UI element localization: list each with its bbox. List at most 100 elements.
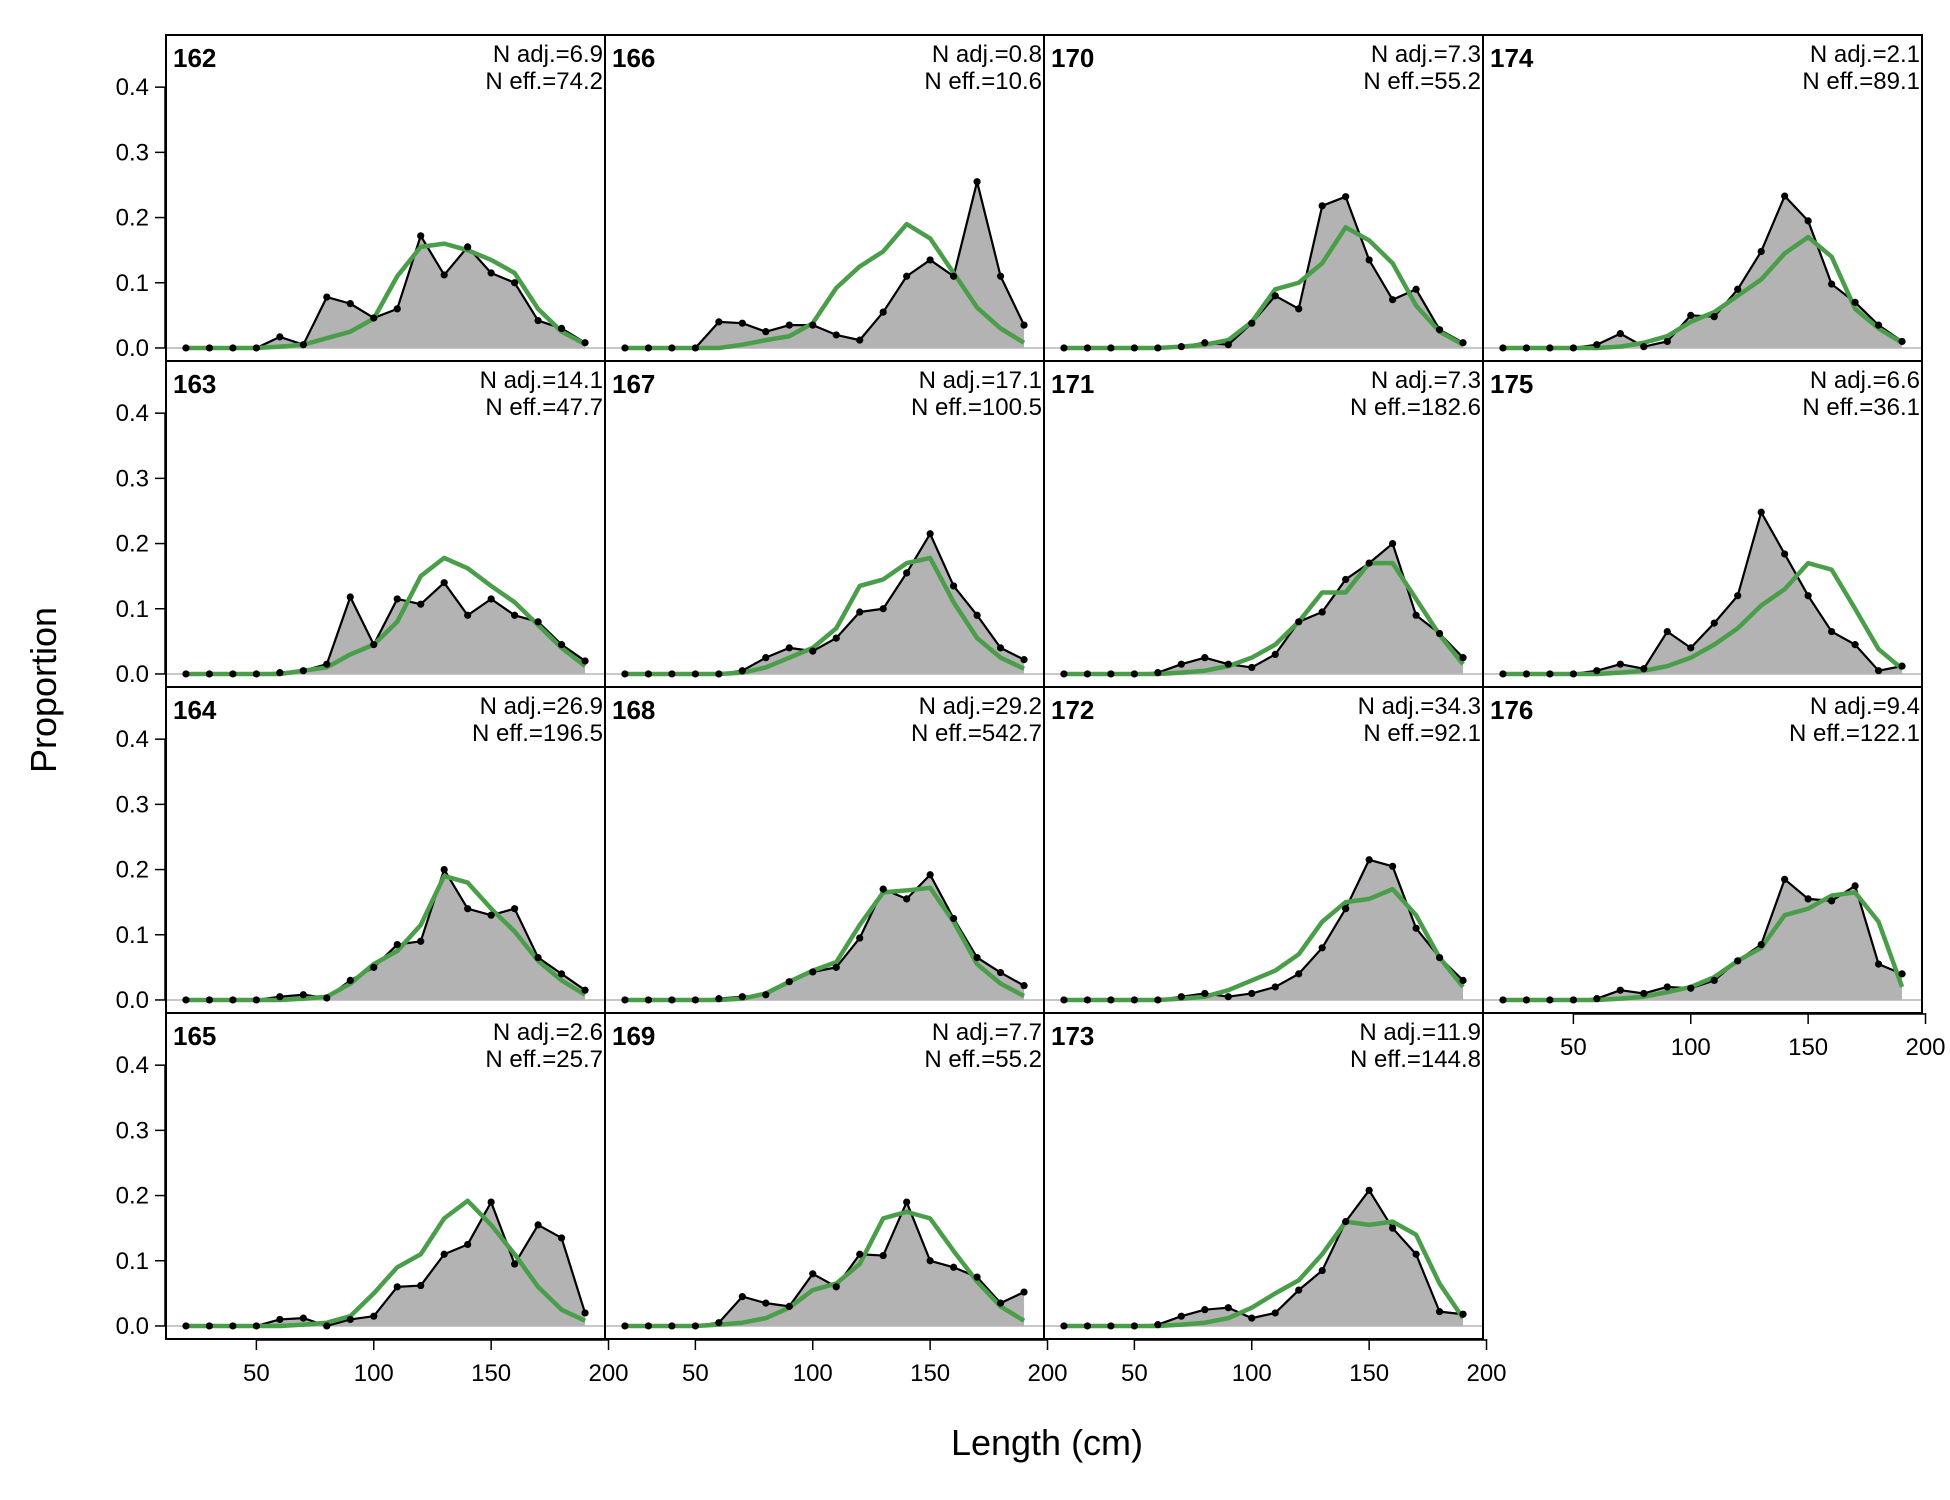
- observed-area: [624, 533, 1025, 674]
- observed-point: [1522, 670, 1531, 678]
- observed-point: [903, 272, 911, 280]
- observed-point: [1177, 660, 1185, 668]
- observed-point: [534, 953, 542, 962]
- observed-point: [832, 634, 840, 642]
- x-tick-label: 100: [354, 1360, 394, 1387]
- observed-point: [1295, 618, 1303, 626]
- observed-point: [1874, 667, 1883, 675]
- observed-point: [417, 937, 425, 945]
- x-tick-label: 200: [1466, 1360, 1506, 1387]
- observed-point: [1435, 629, 1444, 638]
- observed-point: [581, 657, 589, 665]
- observed-point: [1546, 996, 1554, 1004]
- observed-point: [182, 1322, 190, 1330]
- observed-point: [229, 996, 237, 1004]
- panel-175: 175 N adj.=6.6N eff.=36.1: [1482, 360, 1923, 688]
- observed-point: [1499, 344, 1507, 352]
- observed-point: [1342, 193, 1350, 201]
- observed-point: [809, 321, 817, 329]
- observed-point: [1248, 319, 1256, 327]
- observed-point: [1412, 924, 1420, 932]
- observed-point: [370, 1312, 378, 1320]
- observed-point: [644, 344, 653, 352]
- observed-point: [1177, 1312, 1185, 1320]
- observed-point: [1083, 996, 1092, 1004]
- observed-point: [1060, 670, 1068, 678]
- panel-167: 167 N adj.=17.1N eff.=100.5: [604, 360, 1045, 688]
- observed-point: [323, 293, 331, 301]
- expected-line: [624, 221, 1026, 351]
- observed-point: [1271, 292, 1279, 300]
- observed-point: [1710, 976, 1718, 985]
- expected-line: [1502, 234, 1904, 351]
- observed-point: [832, 331, 840, 339]
- observed-point: [926, 1257, 934, 1265]
- x-tick-label: 200: [1905, 1034, 1945, 1061]
- expected-line: [185, 873, 587, 1003]
- panel-173: 173 N adj.=11.9N eff.=144.8: [1043, 1012, 1484, 1340]
- observed-point: [1271, 1309, 1279, 1317]
- observed-point: [785, 978, 793, 986]
- observed-point: [276, 669, 284, 677]
- panel-id-label: 174: [1490, 43, 1534, 73]
- observed-point: [557, 970, 566, 978]
- observed-area: [1063, 196, 1464, 348]
- y-tick-label: 0.0: [116, 335, 149, 362]
- y-tick-label: 0.0: [116, 1313, 149, 1340]
- panel-id-label: 164: [173, 695, 217, 725]
- panel-165: 165 N adj.=2.6N eff.=25.7: [165, 1012, 606, 1340]
- x-tick-label: 100: [1671, 1034, 1711, 1061]
- n-adj-label: N adj.=9.4: [1810, 693, 1920, 720]
- observed-point: [1640, 989, 1648, 998]
- observed-point: [417, 600, 425, 608]
- observed-point: [856, 608, 864, 616]
- observed-area: [185, 582, 586, 674]
- panel-id-label: 176: [1490, 695, 1533, 725]
- observed-point: [1107, 344, 1115, 352]
- observed-point: [950, 1263, 958, 1271]
- observed-point: [1499, 996, 1507, 1004]
- observed-point: [346, 1315, 354, 1324]
- observed-point: [299, 1314, 307, 1322]
- observed-point: [1224, 993, 1232, 1001]
- n-adj-label: N adj.=2.1: [1810, 41, 1920, 68]
- observed-point: [1757, 508, 1765, 516]
- y-tick-label: 0.1: [116, 270, 149, 297]
- observed-point: [1060, 1322, 1068, 1330]
- observed-point: [1593, 667, 1601, 675]
- expected-line: [1063, 1219, 1465, 1329]
- y-tick-label: 0.4: [116, 1052, 149, 1079]
- observed-point: [1640, 665, 1648, 673]
- observed-point: [487, 595, 495, 603]
- observed-point: [205, 996, 214, 1004]
- observed-area: [185, 1202, 586, 1326]
- observed-point: [668, 996, 676, 1004]
- observed-point: [1224, 1304, 1232, 1312]
- observed-point: [1687, 311, 1695, 319]
- x-tick-label: 50: [1560, 1034, 1587, 1061]
- n-adj-label: N adj.=2.6: [493, 1019, 603, 1046]
- panel-id-label: 166: [612, 43, 655, 73]
- observed-point: [1898, 662, 1906, 670]
- observed-point: [323, 1322, 331, 1330]
- observed-point: [1412, 611, 1420, 619]
- expected-line: [1502, 890, 1905, 1003]
- observed-point: [1365, 256, 1373, 264]
- observed-point: [1083, 1322, 1092, 1330]
- n-adj-label: N adj.=29.2: [919, 693, 1042, 720]
- observed-point: [762, 1299, 770, 1307]
- observed-area: [185, 235, 586, 348]
- n-adj-label: N adj.=26.9: [480, 693, 603, 720]
- panel-166: 166 N adj.=0.8N eff.=10.6: [604, 34, 1045, 362]
- n-eff-label: N eff.=47.7: [485, 394, 603, 421]
- n-eff-label: N eff.=122.1: [1789, 720, 1920, 747]
- panel-174: 174 N adj.=2.1N eff.=89.1: [1482, 34, 1923, 362]
- n-eff-label: N eff.=55.2: [924, 1046, 1042, 1073]
- n-adj-label: N adj.=0.8: [932, 41, 1042, 68]
- y-tick-label: 0.1: [116, 596, 149, 623]
- expected-line: [1063, 886, 1465, 1003]
- observed-point: [668, 1322, 676, 1330]
- observed-point: [1083, 344, 1092, 352]
- observed-point: [1734, 285, 1742, 293]
- panel-164: 164 N adj.=26.9N eff.=196.5: [165, 686, 606, 1014]
